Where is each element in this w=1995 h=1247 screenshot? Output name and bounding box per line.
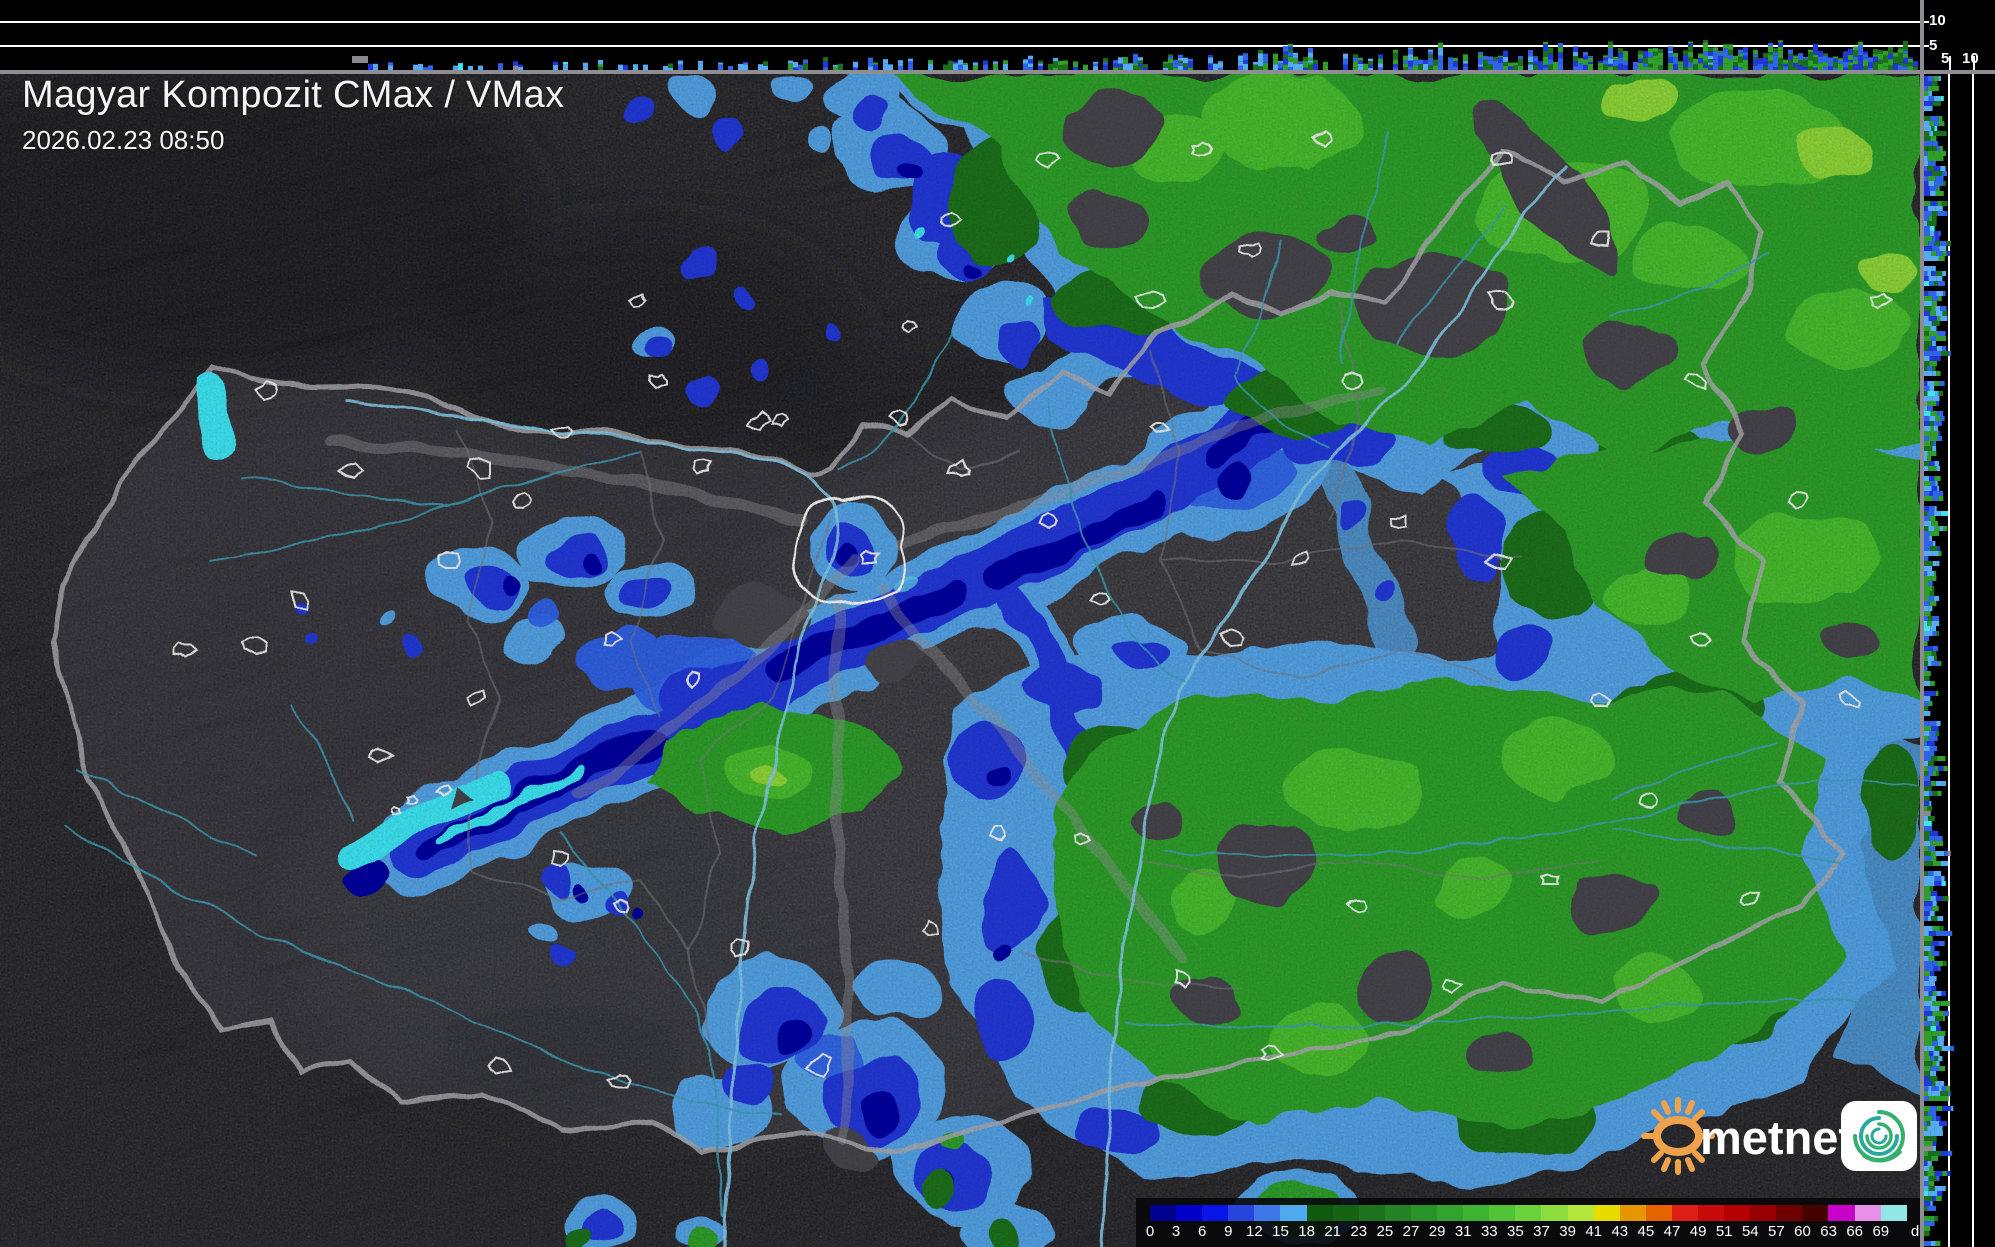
colorbar-tick-label: 69 bbox=[1872, 1223, 1890, 1240]
height-axis-tick-5: 5 bbox=[1929, 37, 1938, 54]
colorbar-segment bbox=[1828, 1205, 1855, 1221]
sun-icon bbox=[1641, 1097, 1715, 1175]
colorbar-segment bbox=[1176, 1205, 1203, 1221]
colorbar-tick-label: 29 bbox=[1428, 1223, 1446, 1240]
colorbar-segment bbox=[1776, 1205, 1803, 1221]
colorbar-tick-label: 31 bbox=[1454, 1223, 1472, 1240]
colorbar-segment bbox=[1697, 1205, 1725, 1221]
strip-divider-vertical bbox=[1920, 0, 1924, 1247]
profile-axis-corner: 10 5 5 10 bbox=[1920, 0, 1995, 70]
colorbar-tick-label: 37 bbox=[1533, 1223, 1550, 1240]
colorbar-tick-label: 45 bbox=[1637, 1223, 1655, 1240]
colorbar-tick-label: 60 bbox=[1794, 1223, 1811, 1240]
radar-map-canvas bbox=[0, 0, 1920, 1247]
colorbar-segment bbox=[1671, 1205, 1698, 1221]
colorbar-segment bbox=[1202, 1205, 1229, 1221]
colorbar-tick-label: 6 bbox=[1198, 1223, 1207, 1240]
colorbar-segment bbox=[1750, 1205, 1777, 1221]
colorbar-tick-label: 21 bbox=[1324, 1223, 1342, 1240]
colorbar-tick-label: 57 bbox=[1768, 1223, 1785, 1240]
colorbar-segment bbox=[1567, 1205, 1594, 1221]
height-axis-tick-10: 10 bbox=[1929, 12, 1946, 29]
tick-10km-v bbox=[1973, 56, 1975, 70]
top-profile-data bbox=[368, 40, 1918, 70]
tick-5km-v bbox=[1949, 56, 1951, 70]
colorbar-segment bbox=[1489, 1205, 1516, 1221]
colorbar-segment bbox=[1619, 1205, 1646, 1221]
colorbar-tick-label: 41 bbox=[1585, 1223, 1603, 1240]
colorbar-tick-label: 12 bbox=[1246, 1223, 1263, 1240]
colorbar-segment bbox=[1306, 1205, 1333, 1221]
colorbar-segment bbox=[1541, 1205, 1568, 1221]
width-axis-tick-10: 10 bbox=[1962, 50, 1979, 67]
colorbar-labels: 0 3 6 9 12 15 18 21 23 25 27 29 31 33 35 37 39 41 43 45 47 49… bbox=[1146, 1223, 1920, 1243]
colorbar-tick-label: 18 bbox=[1298, 1223, 1315, 1240]
colorbar-tick-label: 49 bbox=[1689, 1223, 1707, 1240]
vmax-profile-top bbox=[0, 0, 1920, 70]
colorbar-segment bbox=[1593, 1205, 1620, 1221]
colorbar-tick-label: 0 bbox=[1145, 1223, 1155, 1240]
product-title: Magyar Kompozit CMax / VMax bbox=[22, 74, 565, 116]
colorbar-tick-label: 35 bbox=[1507, 1223, 1524, 1240]
colorbar-segment bbox=[1515, 1205, 1542, 1221]
colorbar-tick-label: 63 bbox=[1820, 1223, 1837, 1240]
colorbar-tick-label: 15 bbox=[1272, 1223, 1289, 1240]
colorbar-tick-label: 33 bbox=[1480, 1223, 1498, 1240]
title-block: Magyar Kompozit CMax / VMax 2026.02.23 0… bbox=[22, 74, 564, 156]
colorbar-segment bbox=[1437, 1205, 1464, 1221]
colorbar-segment bbox=[1332, 1205, 1359, 1221]
metnet-logo-text: metnet bbox=[1700, 1111, 1855, 1164]
colorbar-segments bbox=[1150, 1205, 1907, 1221]
colorbar-segment bbox=[1645, 1205, 1672, 1221]
colorbar-tick-label: 54 bbox=[1741, 1223, 1759, 1240]
colorbar-segment bbox=[1410, 1205, 1438, 1221]
colorbar-tick-label: 43 bbox=[1611, 1223, 1629, 1240]
tick-5km bbox=[1920, 45, 1929, 47]
colorbar-tick-label: 51 bbox=[1715, 1223, 1733, 1240]
colorbar-segment bbox=[1228, 1205, 1255, 1221]
right-profile-data bbox=[1924, 76, 1954, 1246]
dbz-colorbar: 0 3 6 9 12 15 18 21 23 25 27 29 31 33 35 37 39 41 43 45 47 49… bbox=[1136, 1198, 1920, 1247]
metnet-logo[interactable]: metnet bbox=[1636, 1092, 1920, 1180]
colorbar-tick-label: 23 bbox=[1350, 1223, 1368, 1240]
colorbar-segment bbox=[1880, 1205, 1907, 1221]
colorbar-segment bbox=[1854, 1205, 1881, 1221]
strip-divider-horizontal bbox=[0, 70, 1995, 74]
colorbar-segment bbox=[1280, 1205, 1307, 1221]
colorbar-segment bbox=[1150, 1205, 1177, 1221]
colorbar-tick-label: 25 bbox=[1376, 1223, 1394, 1240]
colorbar-segment bbox=[1358, 1205, 1385, 1221]
colorbar-tick-label: 66 bbox=[1846, 1223, 1864, 1240]
colorbar-tick-label: 27 bbox=[1402, 1223, 1420, 1240]
colorbar-unit-label: dBZ bbox=[1910, 1223, 1920, 1240]
tick-10km bbox=[1920, 21, 1929, 23]
colorbar-tick-label: 3 bbox=[1171, 1223, 1181, 1240]
colorbar-tick-label: 47 bbox=[1663, 1223, 1681, 1240]
vmax-profile-right bbox=[1924, 74, 1995, 1247]
colorbar-segment bbox=[1802, 1205, 1829, 1221]
colorbar-segment bbox=[1384, 1205, 1411, 1221]
colorbar-segment bbox=[1724, 1205, 1751, 1221]
colorbar-tick-label: 39 bbox=[1559, 1223, 1576, 1240]
colorbar-segment bbox=[1463, 1205, 1490, 1221]
product-timestamp: 2026.02.23 08:50 bbox=[22, 125, 225, 155]
terrain-overlay-speckle bbox=[0, 0, 1920, 1247]
colorbar-segment bbox=[1254, 1205, 1281, 1221]
radar-map[interactable]: Magyar Kompozit CMax / VMax 2026.02.23 0… bbox=[0, 0, 1920, 1247]
colorbar-tick-label: 9 bbox=[1224, 1223, 1233, 1240]
spiral-logo-icon bbox=[1841, 1101, 1917, 1171]
width-axis-tick-5: 5 bbox=[1941, 50, 1950, 67]
